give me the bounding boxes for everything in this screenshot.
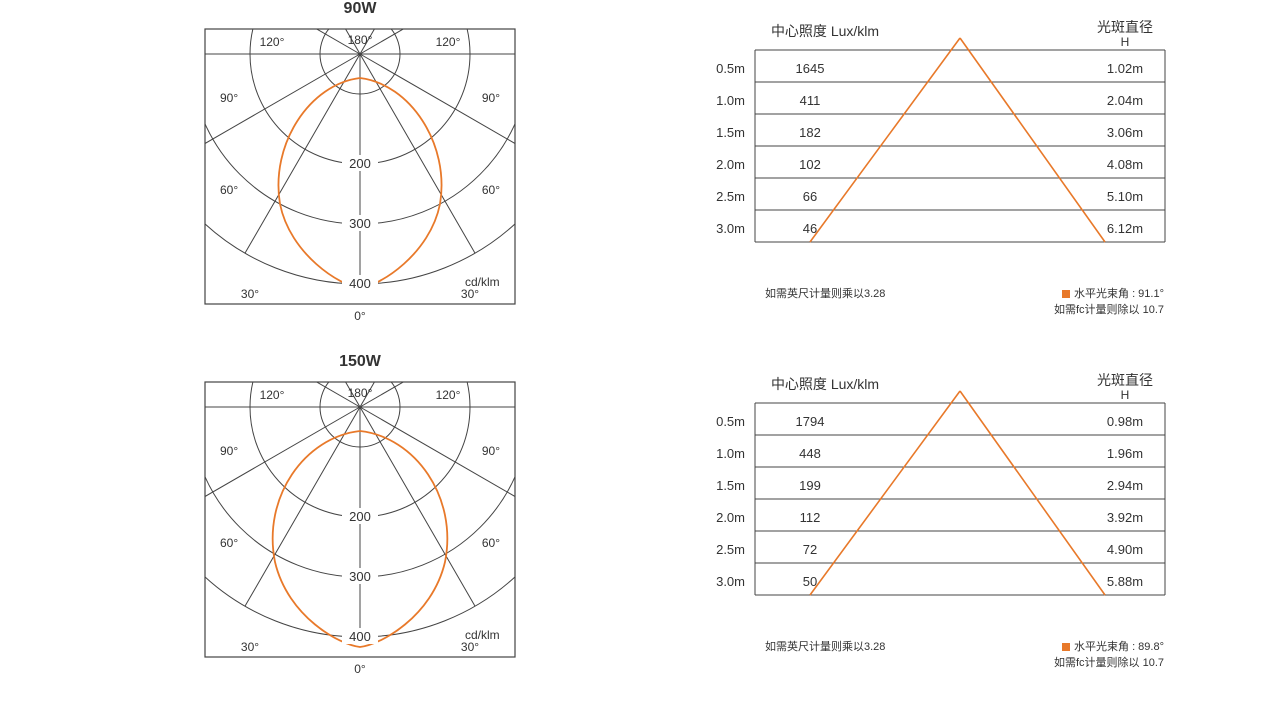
note-left: 如需英尺计量则乘以3.28: [765, 285, 885, 317]
cone-lux: 102: [799, 157, 821, 172]
svg-text:0°: 0°: [354, 662, 366, 676]
svg-text:光斑直径: 光斑直径: [1097, 373, 1153, 388]
cone-lux: 182: [799, 125, 821, 140]
svg-text:120°: 120°: [260, 35, 285, 49]
svg-text:0°: 0°: [354, 309, 366, 323]
svg-text:60°: 60°: [482, 536, 500, 550]
svg-text:90°: 90°: [482, 91, 500, 105]
cone-h: 0.98m: [1107, 414, 1143, 429]
cone-footnotes: 如需英尺计量则乘以3.28 水平光束角 : 89.8° 如需fc计量则除以 10…: [700, 638, 1170, 670]
svg-text:120°: 120°: [260, 388, 285, 402]
svg-text:90°: 90°: [482, 444, 500, 458]
section-row: 150W 200 300 400 120° 90° 60° 30° 120° 90°…: [0, 353, 1286, 682]
cone-wrap: 中心照度 Lux/klm 光斑直径 H 0.5m 1794 0.98m 1.0m 448…: [700, 373, 1170, 670]
svg-text:30°: 30°: [241, 287, 259, 301]
note-angle: 水平光束角 : 89.8°: [1074, 641, 1164, 653]
polar-wrap: 90W 200300400 120° 90° 60° 30° 120° 90° …: [110, 0, 610, 329]
cone-lux: 411: [800, 93, 821, 108]
cone-h: 5.88m: [1107, 574, 1143, 589]
cone-h: 5.10m: [1107, 189, 1143, 204]
cone-h: 1.02m: [1107, 61, 1143, 76]
cone-dist: 0.5m: [716, 414, 745, 429]
cone-dist: 2.0m: [716, 510, 745, 525]
svg-text:30°: 30°: [241, 640, 259, 654]
svg-text:cd/klm: cd/klm: [465, 275, 500, 289]
note-right-block: 水平光束角 : 89.8° 如需fc计量则除以 10.7: [1054, 638, 1164, 670]
note-right: 如需fc计量则除以 10.7: [1054, 301, 1164, 317]
cone-diagram: 中心照度 Lux/klm 光斑直径 H 0.5m 1794 0.98m 1.0m 448…: [700, 373, 1170, 623]
cone-lux: 448: [799, 446, 821, 461]
cone-h: 3.06m: [1107, 125, 1143, 140]
svg-text:90°: 90°: [220, 91, 238, 105]
polar-chart: 200300400 120° 90° 60° 30° 120° 90° 60° …: [200, 377, 520, 677]
svg-text:180°: 180°: [348, 33, 373, 47]
cone-h: 4.08m: [1107, 157, 1143, 172]
cone-h: 2.94m: [1107, 478, 1143, 493]
legend-square-icon: [1062, 643, 1070, 651]
cone-dist: 1.5m: [716, 478, 745, 493]
polar-wrap: 150W 200 300 400 120° 90° 60° 30° 120° 90°…: [110, 353, 610, 682]
svg-text:30°: 30°: [461, 640, 479, 654]
legend-square-icon: [1062, 290, 1070, 298]
cone-lux: 72: [803, 542, 817, 557]
svg-text:中心照度 Lux/klm: 中心照度 Lux/klm: [771, 23, 879, 39]
cone-dist: 0.5m: [716, 61, 745, 76]
svg-text:H: H: [1121, 388, 1130, 402]
note-angle: 水平光束角 : 91.1°: [1074, 288, 1164, 300]
polar-title: 150W: [339, 353, 381, 371]
svg-text:120°: 120°: [436, 35, 461, 49]
cone-h: 6.12m: [1107, 221, 1143, 236]
cone-lux: 199: [799, 478, 821, 493]
svg-text:H: H: [1121, 35, 1130, 49]
note-right-block: 水平光束角 : 91.1° 如需fc计量则除以 10.7: [1054, 285, 1164, 317]
svg-text:200: 200: [349, 156, 371, 171]
polar-title: 90W: [344, 0, 377, 18]
cone-diagram: 中心照度 Lux/klm 光斑直径 H 0.5m 1645 1.02m 1.0m 411…: [700, 20, 1170, 270]
svg-text:60°: 60°: [220, 183, 238, 197]
cone-lux: 1794: [796, 414, 825, 429]
cone-lux: 66: [803, 189, 817, 204]
svg-text:光斑直径: 光斑直径: [1097, 20, 1153, 35]
cone-dist: 2.5m: [716, 189, 745, 204]
cone-dist: 2.5m: [716, 542, 745, 557]
svg-text:90°: 90°: [220, 444, 238, 458]
cone-h: 3.92m: [1107, 510, 1143, 525]
cone-lux: 1645: [796, 61, 825, 76]
cone-h: 1.96m: [1107, 446, 1143, 461]
cone-lux: 46: [803, 221, 817, 236]
cone-lux: 50: [803, 574, 817, 589]
svg-text:120°: 120°: [436, 388, 461, 402]
svg-text:300: 300: [349, 216, 371, 231]
cone-h: 2.04m: [1107, 93, 1143, 108]
section-row: 90W 200300400 120° 90° 60° 30° 120° 90° …: [0, 0, 1286, 329]
cone-wrap: 中心照度 Lux/klm 光斑直径 H 0.5m 1645 1.02m 1.0m 411…: [700, 20, 1170, 317]
svg-text:200: 200: [349, 509, 371, 524]
note-right: 如需fc计量则除以 10.7: [1054, 654, 1164, 670]
cone-footnotes: 如需英尺计量则乘以3.28 水平光束角 : 91.1° 如需fc计量则除以 10…: [700, 285, 1170, 317]
cone-dist: 3.0m: [716, 221, 745, 236]
svg-text:400: 400: [349, 629, 371, 644]
svg-text:中心照度 Lux/klm: 中心照度 Lux/klm: [771, 376, 879, 392]
cone-dist: 1.0m: [716, 446, 745, 461]
svg-text:400: 400: [349, 276, 371, 291]
polar-chart: 200300400 120° 90° 60° 30° 120° 90° 60° …: [200, 24, 520, 324]
svg-text:60°: 60°: [220, 536, 238, 550]
svg-text:180°: 180°: [348, 386, 373, 400]
cone-dist: 3.0m: [716, 574, 745, 589]
svg-text:300: 300: [349, 569, 371, 584]
cone-h: 4.90m: [1107, 542, 1143, 557]
cone-lux: 112: [800, 510, 821, 525]
cone-dist: 2.0m: [716, 157, 745, 172]
note-left: 如需英尺计量则乘以3.28: [765, 638, 885, 670]
svg-text:30°: 30°: [461, 287, 479, 301]
cone-dist: 1.0m: [716, 93, 745, 108]
cone-dist: 1.5m: [716, 125, 745, 140]
svg-text:60°: 60°: [482, 183, 500, 197]
svg-text:cd/klm: cd/klm: [465, 628, 500, 642]
